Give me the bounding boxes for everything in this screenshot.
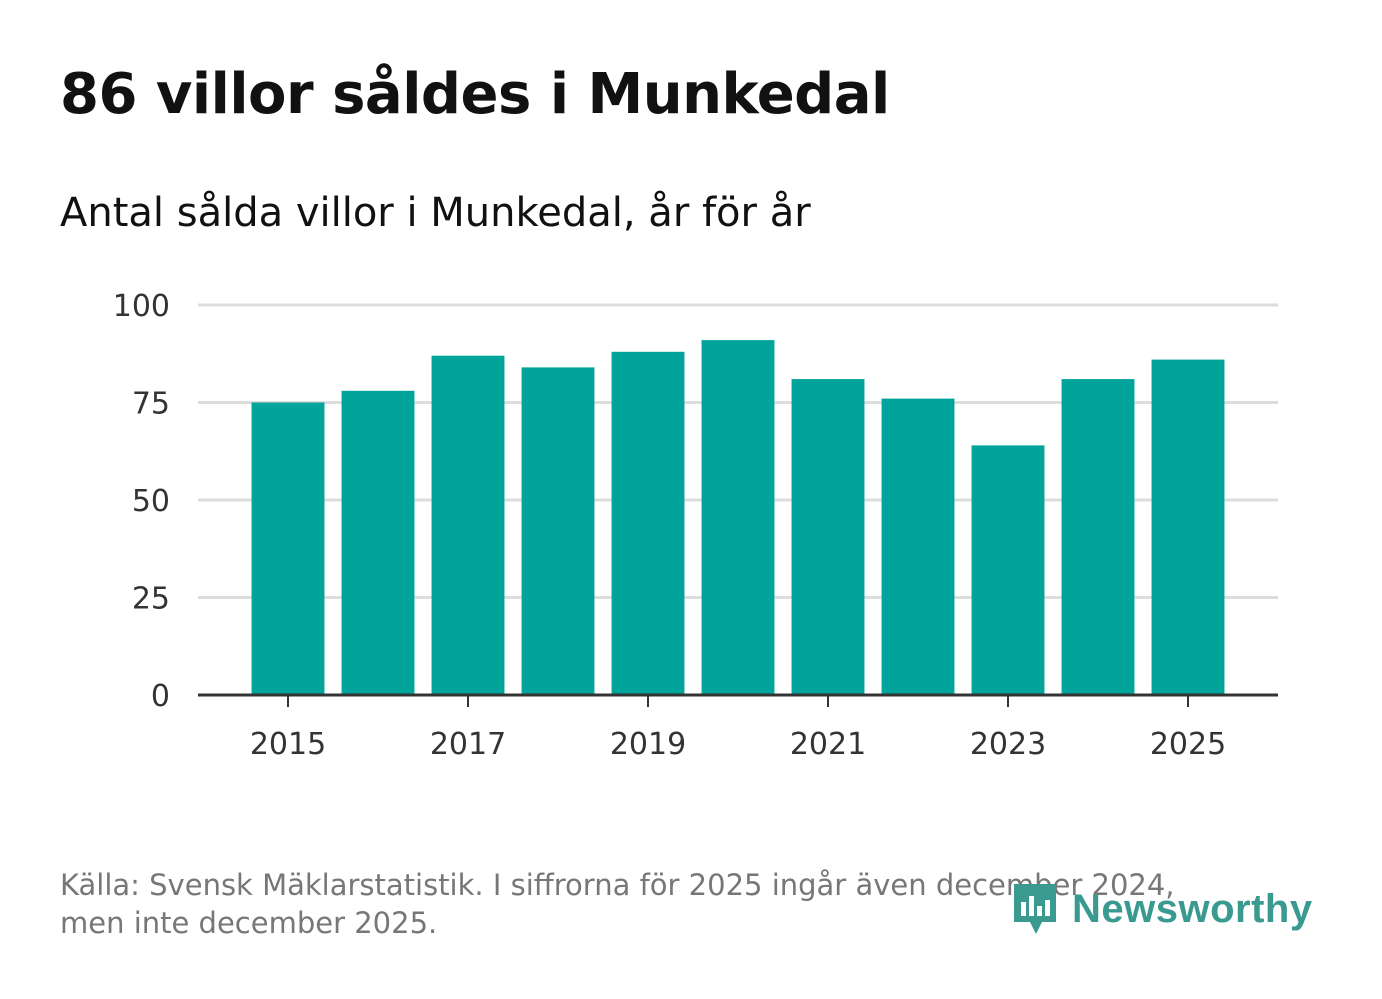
bar-2022 — [881, 398, 955, 695]
y-tick-label: 0 — [151, 679, 170, 714]
bars — [251, 340, 1225, 695]
x-tick-label: 2015 — [250, 727, 326, 762]
x-tick-label: 2017 — [430, 727, 506, 762]
bar-2024 — [1061, 379, 1135, 695]
bar-2019 — [611, 351, 685, 695]
bar-2025 — [1151, 359, 1225, 695]
chart-title: 86 villor såldes i Munkedal — [60, 62, 890, 127]
bar-2020 — [701, 340, 775, 695]
newsworthy-logo: Newsworthy — [1010, 880, 1313, 938]
source-line-2: men inte december 2025. — [60, 906, 438, 940]
newsworthy-logo-icon — [1014, 884, 1056, 934]
bar-2016 — [341, 390, 415, 695]
y-tick-label: 75 — [132, 387, 170, 422]
y-tick-label: 100 — [113, 289, 170, 324]
source-line-1: Källa: Svensk Mäklarstatistik. I siffror… — [60, 868, 1175, 902]
x-tick-label: 2025 — [1150, 727, 1226, 762]
x-tick-label: 2023 — [970, 727, 1046, 762]
x-tick-label: 2019 — [610, 727, 686, 762]
logo-text: Newsworthy — [1072, 886, 1313, 931]
bar-2015 — [251, 402, 325, 695]
chart-subtitle: Antal sålda villor i Munkedal, år för år — [60, 190, 811, 236]
x-tick-label: 2021 — [790, 727, 866, 762]
source-note: Källa: Svensk Mäklarstatistik. I siffror… — [60, 866, 1260, 942]
bar-2018 — [521, 367, 595, 695]
bar-2017 — [431, 355, 505, 695]
y-tick-label: 50 — [132, 484, 170, 519]
y-tick-label: 25 — [132, 582, 170, 617]
axes: 0 25 50 75 100 2015 2017 2019 2021 2023 2025 — [113, 289, 1278, 762]
bar-2023 — [971, 445, 1045, 695]
bar-2021 — [791, 379, 865, 695]
